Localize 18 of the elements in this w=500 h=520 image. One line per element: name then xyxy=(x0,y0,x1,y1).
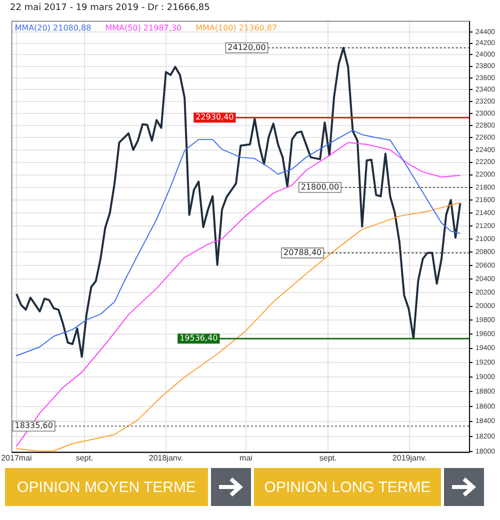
ref-line-label: 22930,40 xyxy=(196,112,234,122)
ref-line-label: 18335,60 xyxy=(14,421,53,430)
x-tick-label: mai xyxy=(240,453,253,462)
text: MMA(50) 21987,30 xyxy=(105,23,182,32)
text: OPINION MOYEN TERME xyxy=(5,468,208,506)
chart-title: 22 mai 2017 - 19 mars 2019 - Dr : 21666,85 xyxy=(10,3,210,13)
text: MMA(100) 21360,87 xyxy=(196,23,278,32)
text: OPINION LONG TERME xyxy=(254,468,441,506)
x-tick-label: 2019janv. xyxy=(392,453,427,462)
ref-line-label: 21800,00 xyxy=(300,182,340,192)
x-tick-label: 2017mai xyxy=(1,453,32,462)
x-tick-label: sept. xyxy=(76,453,94,462)
ref-line-label: 24120,00 xyxy=(228,42,266,52)
x-tick-label: sept. xyxy=(319,453,337,462)
x-tick-label: 2018janv. xyxy=(148,453,183,462)
ref-line-label: 20788,40 xyxy=(283,248,322,257)
ref-line-label: 19536,40 xyxy=(180,334,218,343)
text: MMA(20) 21080,88 xyxy=(14,23,92,32)
